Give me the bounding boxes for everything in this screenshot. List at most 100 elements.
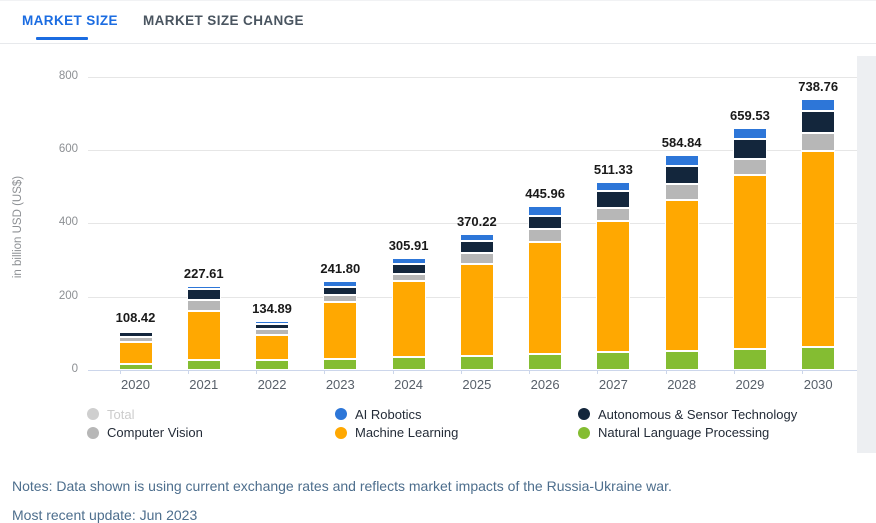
bar-segment-autonomous-sensor-technology-2030[interactable] (801, 110, 836, 133)
x-tick-label-2028: 2028 (667, 377, 697, 392)
bar-segment-ai-robotics-2020[interactable] (118, 330, 153, 333)
bar-segment-autonomous-sensor-technology-2020[interactable] (118, 332, 153, 338)
x-tick-2022 (256, 370, 258, 374)
bar-segment-natural-language-processing-2023[interactable] (323, 359, 358, 370)
bar-segment-computer-vision-2027[interactable] (596, 208, 631, 221)
x-tick-2027 (597, 370, 599, 374)
legend-swatch-ai-robotics (335, 408, 347, 421)
x-tick-2021 (187, 370, 189, 374)
bar-segment-machine-learning-2028[interactable] (664, 200, 699, 352)
bar-segment-autonomous-sensor-technology-2024[interactable] (391, 263, 426, 275)
bar-segment-machine-learning-2021[interactable] (186, 310, 221, 361)
bar-segment-natural-language-processing-2029[interactable] (732, 349, 767, 370)
bar-segment-computer-vision-2028[interactable] (664, 183, 699, 201)
x-tick-2029 (733, 370, 735, 374)
bar-segment-autonomous-sensor-technology-2029[interactable] (732, 139, 767, 160)
legend-label: Machine Learning (355, 425, 459, 441)
y-tick-label-800: 800 (58, 69, 78, 82)
x-tick-label-2022: 2022 (257, 377, 287, 392)
bar-segment-machine-learning-2020[interactable] (118, 341, 153, 365)
bar-segment-ai-robotics-2028[interactable] (664, 155, 699, 167)
legend-swatch-computer-vision (87, 426, 99, 439)
bar-segment-computer-vision-2020[interactable] (118, 337, 153, 342)
bar-segment-machine-learning-2026[interactable] (528, 242, 563, 355)
bar-segment-computer-vision-2025[interactable] (459, 253, 494, 265)
x-tick-label-2030: 2030 (803, 377, 833, 392)
bar-segment-machine-learning-2025[interactable] (459, 264, 494, 356)
bar-segment-machine-learning-2023[interactable] (323, 301, 358, 360)
bar-segment-natural-language-processing-2028[interactable] (664, 351, 699, 370)
tab-bar: MARKET SIZE MARKET SIZE CHANGE (0, 1, 876, 44)
gridline-400 (88, 223, 858, 225)
tab-market-size[interactable]: MARKET SIZE (22, 13, 118, 28)
bar-segment-machine-learning-2030[interactable] (801, 150, 836, 347)
bar-total-label-2030: 738.76 (798, 78, 839, 94)
bar-segment-ai-robotics-2022[interactable] (255, 320, 290, 324)
bar-segment-ai-robotics-2021[interactable] (186, 286, 221, 289)
bar-segment-computer-vision-2023[interactable] (323, 295, 358, 302)
bar-total-label-2025: 370.22 (456, 214, 497, 230)
y-tick-label-200: 200 (58, 289, 78, 302)
legend-item-total[interactable]: Total (87, 405, 335, 424)
legend-label: Autonomous & Sensor Technology (598, 406, 798, 422)
bar-segment-ai-robotics-2029[interactable] (732, 128, 767, 140)
legend-swatch-machine-learning (335, 426, 347, 439)
bar-total-label-2027: 511.33 (593, 162, 633, 178)
bar-segment-autonomous-sensor-technology-2026[interactable] (528, 216, 563, 229)
legend-label: AI Robotics (355, 406, 422, 422)
x-tick-label-2023: 2023 (325, 377, 355, 392)
bar-segment-autonomous-sensor-technology-2028[interactable] (664, 166, 699, 184)
bar-segment-computer-vision-2024[interactable] (391, 274, 426, 282)
bar-segment-autonomous-sensor-technology-2023[interactable] (323, 287, 358, 296)
bar-segment-computer-vision-2030[interactable] (801, 132, 836, 151)
bar-segment-ai-robotics-2023[interactable] (323, 281, 358, 288)
legend-label: Computer Vision (107, 425, 203, 441)
bar-segment-ai-robotics-2030[interactable] (801, 98, 836, 111)
bar-segment-ai-robotics-2026[interactable] (528, 206, 563, 217)
bar-segment-autonomous-sensor-technology-2025[interactable] (459, 240, 494, 254)
legend-item-computer-vision[interactable]: Computer Vision (87, 424, 335, 443)
bar-segment-ai-robotics-2025[interactable] (459, 234, 494, 241)
bar-segment-natural-language-processing-2024[interactable] (391, 357, 426, 370)
y-tick-label-400: 400 (58, 216, 78, 229)
bar-segment-autonomous-sensor-technology-2021[interactable] (186, 288, 221, 300)
bar-segment-computer-vision-2022[interactable] (255, 328, 290, 335)
legend-item-natural-language-processing[interactable]: Natural Language Processing (578, 424, 797, 443)
tab-market-size-change[interactable]: MARKET SIZE CHANGE (143, 13, 304, 28)
bar-segment-computer-vision-2021[interactable] (186, 299, 221, 311)
bar-segment-autonomous-sensor-technology-2022[interactable] (255, 323, 290, 329)
bar-segment-natural-language-processing-2022[interactable] (255, 360, 290, 370)
legend-item-autonomous-sensor-technology[interactable]: Autonomous & Sensor Technology (578, 405, 797, 424)
x-tick-label-2026: 2026 (530, 377, 560, 392)
bar-segment-natural-language-processing-2025[interactable] (459, 355, 494, 370)
bar-total-label-2023: 241.80 (320, 261, 361, 277)
legend-swatch-natural-language-processing (578, 426, 590, 439)
x-tick-2030 (802, 370, 804, 374)
x-tick-2023 (324, 370, 326, 374)
bar-segment-machine-learning-2027[interactable] (596, 220, 631, 352)
bar-total-label-2028: 584.84 (661, 135, 702, 151)
legend-swatch-autonomous-sensor-technology (578, 408, 590, 421)
gridline-800 (88, 76, 858, 78)
bar-total-label-2029: 659.53 (730, 108, 770, 124)
legend-item-ai-robotics[interactable]: AI Robotics (335, 405, 578, 424)
bar-total-label-2021: 227.61 (183, 266, 224, 282)
legend-item-machine-learning[interactable]: Machine Learning (335, 424, 578, 443)
stacked-bar-chart: in billion USD (US$) 0 200 400 600 800 108.42… (0, 43, 876, 403)
bar-segment-machine-learning-2022[interactable] (255, 334, 290, 361)
bar-segment-machine-learning-2024[interactable] (391, 281, 426, 358)
bar-segment-natural-language-processing-2020[interactable] (118, 364, 153, 370)
bar-segment-computer-vision-2029[interactable] (732, 159, 767, 176)
bar-segment-ai-robotics-2027[interactable] (596, 182, 631, 191)
bar-segment-ai-robotics-2024[interactable] (391, 257, 426, 264)
notes-text: Notes: Data shown is using current excha… (12, 478, 672, 494)
bar-segment-autonomous-sensor-technology-2027[interactable] (596, 190, 631, 209)
bar-segment-computer-vision-2026[interactable] (528, 229, 563, 243)
bar-segment-natural-language-processing-2026[interactable] (528, 354, 563, 370)
bar-segment-machine-learning-2029[interactable] (732, 175, 767, 350)
bar-segment-natural-language-processing-2021[interactable] (186, 360, 221, 370)
bar-segment-natural-language-processing-2027[interactable] (596, 351, 631, 370)
legend-swatch-total (87, 408, 99, 421)
bar-segment-natural-language-processing-2030[interactable] (801, 346, 836, 370)
